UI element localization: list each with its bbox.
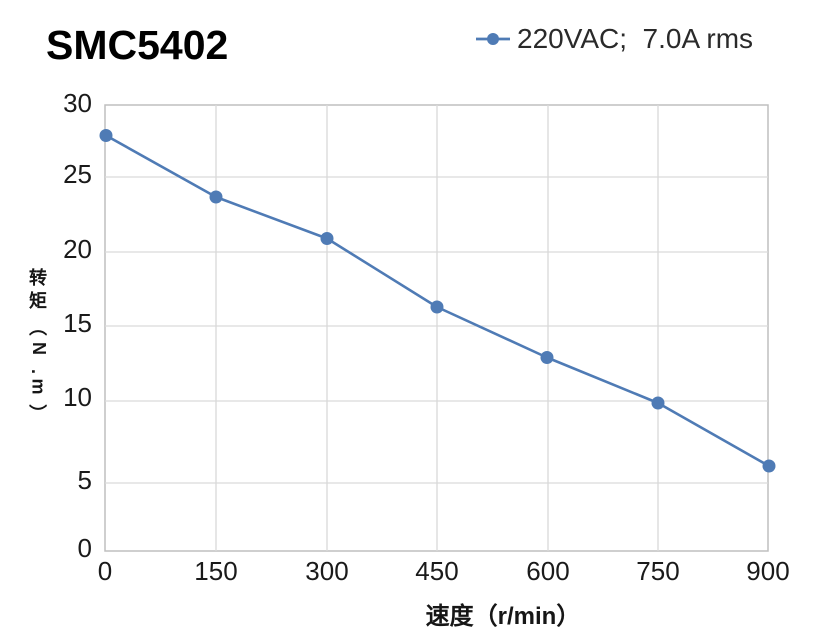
svg-text:450: 450	[415, 556, 458, 586]
svg-text:900: 900	[746, 556, 789, 586]
svg-text:300: 300	[305, 556, 348, 586]
svg-text:0: 0	[98, 556, 112, 586]
svg-text:10: 10	[63, 382, 92, 412]
svg-text:30: 30	[63, 88, 92, 118]
svg-text:15: 15	[63, 308, 92, 338]
svg-text:150: 150	[194, 556, 237, 586]
svg-text:25: 25	[63, 159, 92, 189]
svg-text:20: 20	[63, 234, 92, 264]
svg-text:0: 0	[78, 533, 92, 563]
svg-text:600: 600	[526, 556, 569, 586]
svg-text:5: 5	[78, 465, 92, 495]
svg-text:750: 750	[636, 556, 679, 586]
